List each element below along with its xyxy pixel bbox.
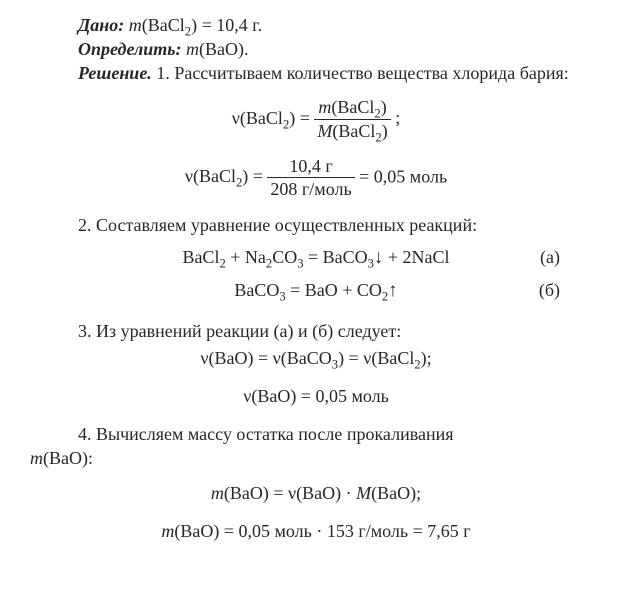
find-label: Определить: (78, 39, 182, 59)
given-label: Дано: (78, 15, 124, 35)
f2-num: 10,4 г (267, 156, 354, 179)
step1-paragraph: Решение. 1. Рассчитываем количество веще… (30, 62, 602, 86)
f1-lhs: ν(BaCl2) = (232, 108, 315, 128)
formula-1: ν(BaCl2) = m(BaCl2) M(BaCl2) ; (30, 97, 602, 141)
f1-frac: m(BaCl2) M(BaCl2) (314, 97, 390, 141)
step2-paragraph: 2. Составляем уравнение осуществленных р… (30, 214, 602, 238)
given-paragraph: Дано: m(BaCl2) = 10,4 г. (30, 14, 602, 38)
equation-b-label: (б) (539, 279, 560, 303)
page: Дано: m(BaCl2) = 10,4 г. Определить: m(B… (0, 0, 632, 614)
formula-3: ν(BaO) = ν(BaCO3) = ν(BaCl2); (30, 347, 602, 371)
f2-frac: 10,4 г 208 г/моль (267, 156, 354, 200)
equation-a-label: (а) (540, 246, 560, 270)
equation-b-row: BaCO3 = BaO + CO2↑ (б) (30, 279, 602, 304)
f1-num: m(BaCl2) (314, 97, 390, 120)
formula-5: m(BaO) = ν(BaO) · M(BaO); (30, 482, 602, 506)
step4-paragraph-2: m(BaO): (30, 447, 602, 471)
step1-text: 1. Рассчитываем количество вещества хлор… (152, 63, 569, 83)
find-paragraph: Определить: m(BaO). (30, 38, 602, 62)
equation-a-row: BaCl2 + Na2CO3 = BaCO3↓ + 2NaCl (а) (30, 246, 602, 271)
f1-tail: ; (395, 108, 400, 128)
formula-2: ν(BaCl2) = 10,4 г 208 г/моль = 0,05 моль (30, 156, 602, 200)
given-text: m(BaCl2) = 10,4 г. (124, 15, 262, 35)
find-text: m(BaO). (182, 39, 249, 59)
formula-4: ν(BaO) = 0,05 моль (30, 385, 602, 409)
step4-paragraph-1: 4. Вычисляем массу остатка после прокали… (30, 423, 602, 447)
formula-6: m(BaO) = 0,05 моль · 153 г/моль = 7,65 г (30, 520, 602, 544)
step3-paragraph: 3. Из уравнений реакции (а) и (б) следуе… (30, 320, 602, 344)
equation-b: BaCO3 = BaO + CO2↑ (234, 279, 397, 304)
f2-tail: = 0,05 моль (359, 166, 447, 186)
f2-den: 208 г/моль (267, 178, 354, 200)
f2-lhs: ν(BaCl2) = (185, 166, 268, 186)
equation-a: BaCl2 + Na2CO3 = BaCO3↓ + 2NaCl (182, 246, 449, 271)
solution-label: Решение. (78, 63, 152, 83)
f1-den: M(BaCl2) (314, 120, 390, 142)
